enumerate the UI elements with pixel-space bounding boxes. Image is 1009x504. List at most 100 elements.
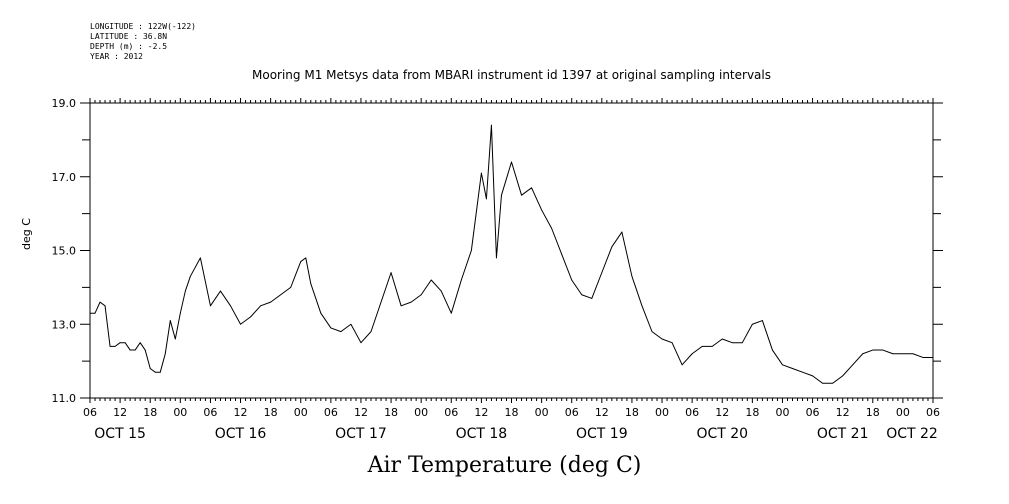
data-point: [470, 250, 472, 251]
data-point: [551, 227, 553, 229]
x-tick-label: 18: [143, 406, 157, 419]
data-point: [521, 194, 522, 196]
data-point: [129, 349, 131, 351]
data-point: [300, 261, 302, 262]
data-point: [862, 353, 864, 355]
data-point: [310, 283, 312, 285]
year-label: YEAR : 2012: [90, 52, 143, 61]
data-point: [822, 382, 824, 384]
x-tick-label: 18: [384, 406, 398, 419]
data-point: [496, 257, 497, 259]
x-tick-label: 06: [203, 406, 217, 419]
data-point: [199, 257, 201, 259]
y-tick-label: 11.0: [52, 392, 77, 405]
data-point: [621, 231, 623, 233]
data-point: [782, 364, 783, 366]
data-point: [661, 338, 663, 340]
data-point: [154, 371, 156, 373]
x-tick-label: 00: [414, 406, 428, 419]
x-day-label: OCT 22: [886, 426, 938, 442]
x-tick-label: 00: [173, 406, 187, 419]
x-tick-label: 12: [234, 406, 248, 419]
data-point: [360, 342, 362, 344]
data-point: [852, 364, 854, 366]
data-point: [174, 338, 176, 340]
data-point: [440, 290, 442, 292]
data-point: [581, 294, 583, 296]
data-point: [571, 279, 573, 281]
data-point: [792, 368, 793, 369]
data-point: [184, 290, 186, 292]
y-tick-label: 15.0: [52, 245, 77, 258]
x-tick-label: 00: [655, 406, 669, 419]
x-tick-label: 18: [866, 406, 880, 419]
data-point: [802, 371, 803, 373]
data-point: [641, 305, 643, 307]
data-point: [119, 342, 121, 344]
data-point: [189, 275, 191, 277]
data-point: [872, 349, 874, 351]
x-tick-label: 00: [775, 406, 789, 419]
data-point: [270, 301, 272, 303]
data-point: [134, 349, 136, 351]
data-point: [832, 382, 834, 384]
data-point: [651, 331, 653, 333]
data-point: [480, 172, 482, 174]
data-point: [711, 345, 713, 347]
data-point: [751, 323, 753, 325]
chart-title: Mooring M1 Metsys data from MBARI instru…: [252, 68, 771, 82]
data-point: [912, 353, 914, 355]
x-day-label: OCT 16: [215, 426, 267, 442]
x-day-label: OCT 21: [817, 426, 869, 442]
data-point: [561, 253, 563, 255]
data-point: [139, 342, 141, 344]
data-point: [761, 320, 763, 321]
data-point: [340, 331, 342, 333]
data-point: [501, 194, 502, 196]
x-tick-label: 06: [444, 406, 458, 419]
data-point: [230, 305, 231, 307]
data-point: [430, 279, 432, 281]
variable-title: Air Temperature (deg C): [367, 453, 642, 478]
data-point: [114, 345, 116, 347]
x-day-label: OCT 17: [335, 426, 387, 442]
data-point: [601, 272, 603, 274]
x-tick-label: 00: [535, 406, 549, 419]
data-point: [741, 342, 743, 344]
data-point: [330, 327, 332, 329]
x-tick-label: 06: [565, 406, 579, 419]
data-point: [842, 375, 844, 377]
x-tick-label: 06: [324, 406, 338, 419]
data-point: [591, 298, 593, 299]
plot-frame: [89, 102, 934, 399]
data-point: [541, 209, 543, 211]
data-point: [671, 342, 673, 344]
data-point: [89, 312, 91, 314]
data-point: [721, 338, 723, 340]
data-point: [902, 353, 904, 355]
data-point: [400, 305, 402, 307]
data-point: [260, 305, 262, 307]
data-point: [240, 323, 241, 325]
data-point: [631, 275, 633, 277]
x-tick-label: 18: [745, 406, 759, 419]
data-point: [410, 301, 412, 303]
data-point: [169, 320, 171, 321]
x-tick-label: 06: [806, 406, 820, 419]
data-point: [420, 294, 422, 296]
data-point: [159, 371, 161, 373]
header-metadata: LONGITUDE : 122W(-122) LATITUDE : 36.8N …: [90, 22, 196, 62]
data-point: [460, 279, 462, 281]
data-point: [892, 353, 894, 355]
data-point: [611, 246, 613, 248]
data-point: [350, 323, 352, 325]
x-tick-label: 06: [685, 406, 699, 419]
data-point: [531, 187, 532, 189]
data-point: [380, 301, 382, 303]
data-point: [220, 290, 221, 292]
x-tick-label: 18: [264, 406, 278, 419]
data-point: [450, 312, 452, 314]
data-point: [109, 345, 111, 347]
x-day-label: OCT 18: [456, 426, 508, 442]
